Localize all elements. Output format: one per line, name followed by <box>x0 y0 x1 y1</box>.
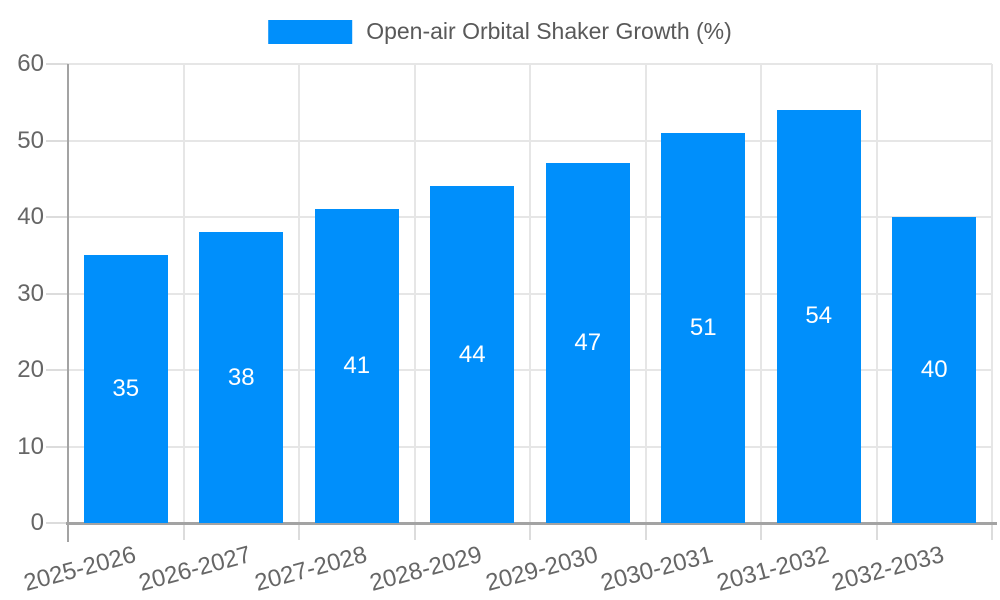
bar[interactable]: 54 <box>776 109 861 523</box>
x-axis-tick-label: 2027-2028 <box>251 541 370 597</box>
bar-value-label: 35 <box>112 375 140 403</box>
legend-item[interactable]: Open-air Orbital Shaker Growth (%) <box>268 18 732 45</box>
y-axis-tick-label: 0 <box>30 509 44 536</box>
x-axis-tick-label: 2026-2027 <box>136 541 255 597</box>
gridline-vertical <box>413 64 416 523</box>
y-tick-mark <box>46 292 68 295</box>
legend-label: Open-air Orbital Shaker Growth (%) <box>366 18 732 44</box>
bar-value-label: 40 <box>920 356 948 383</box>
x-tick-mark <box>991 523 993 540</box>
bar-value-label: 51 <box>689 313 717 341</box>
bar[interactable]: 35 <box>83 255 168 523</box>
x-tick-mark <box>298 523 300 540</box>
y-tick-mark <box>46 522 68 524</box>
x-tick-mark <box>529 523 531 540</box>
y-tick-mark <box>46 369 68 371</box>
x-axis-line <box>66 522 997 525</box>
y-tick-mark <box>46 63 68 65</box>
legend-swatch <box>268 19 353 44</box>
x-axis-tick-label: 2031-2032 <box>713 541 832 597</box>
gridline-vertical <box>875 64 878 523</box>
gridline-vertical <box>991 64 993 523</box>
y-tick-mark <box>46 216 68 218</box>
x-axis-tick-label: 2029-2030 <box>482 541 601 597</box>
y-axis-tick-label: 60 <box>17 50 44 77</box>
gridline-vertical <box>298 64 300 523</box>
y-axis-tick-label: 40 <box>17 203 44 230</box>
bar[interactable]: 44 <box>430 186 515 523</box>
bar-value-label: 41 <box>343 352 371 380</box>
gridline-vertical <box>760 64 762 523</box>
y-axis-tick-label: 50 <box>17 126 44 154</box>
x-tick-mark <box>644 523 647 540</box>
bar[interactable]: 38 <box>199 232 284 523</box>
y-axis-line <box>67 64 69 542</box>
x-tick-mark <box>760 523 762 540</box>
bar[interactable]: 51 <box>661 132 746 523</box>
bar-value-label: 54 <box>805 302 833 330</box>
y-axis-tick-label: 10 <box>17 432 44 460</box>
y-tick-mark <box>46 445 68 448</box>
y-tick-mark <box>46 139 68 142</box>
x-tick-mark <box>413 523 416 540</box>
x-axis-tick-label: 2032-2033 <box>829 541 948 597</box>
x-tick-mark <box>875 523 878 540</box>
x-axis-tick-label: 2028-2029 <box>367 541 486 597</box>
x-axis-tick-label: 2025-2026 <box>20 541 139 597</box>
gridline-vertical <box>529 64 531 523</box>
x-tick-mark <box>182 523 185 540</box>
x-axis-tick-label: 2030-2031 <box>598 541 717 597</box>
y-axis-tick-label: 20 <box>17 356 44 383</box>
bar-value-label: 38 <box>227 363 255 391</box>
bar-value-label: 44 <box>458 340 486 368</box>
y-axis-tick-label: 30 <box>17 279 44 307</box>
bar-value-label: 47 <box>574 329 602 357</box>
gridline-vertical <box>644 64 647 523</box>
bar[interactable]: 41 <box>314 209 399 523</box>
gridline-vertical <box>182 64 185 523</box>
bar[interactable]: 47 <box>545 163 630 523</box>
bar[interactable]: 40 <box>892 217 977 523</box>
